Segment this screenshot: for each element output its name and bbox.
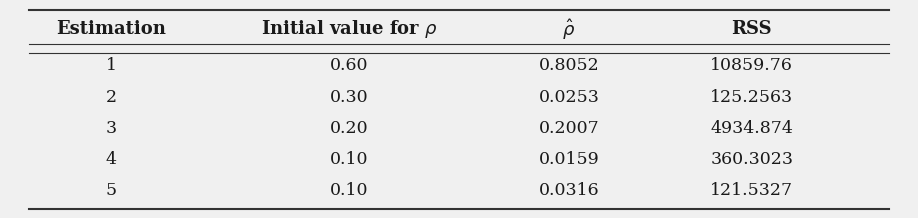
Text: 0.10: 0.10 xyxy=(330,151,368,168)
Text: 0.0159: 0.0159 xyxy=(539,151,599,168)
Text: $\hat{\rho}$: $\hat{\rho}$ xyxy=(562,17,576,42)
Text: 0.2007: 0.2007 xyxy=(539,120,599,137)
Text: 4934.874: 4934.874 xyxy=(711,120,793,137)
Text: 0.60: 0.60 xyxy=(330,58,368,75)
Text: Initial value for $\rho$: Initial value for $\rho$ xyxy=(261,18,438,40)
Text: 360.3023: 360.3023 xyxy=(711,151,793,168)
Text: 0.0253: 0.0253 xyxy=(538,89,599,106)
Text: 3: 3 xyxy=(106,120,117,137)
Text: 0.8052: 0.8052 xyxy=(539,58,599,75)
Text: 0.20: 0.20 xyxy=(330,120,368,137)
Text: 0.0316: 0.0316 xyxy=(539,182,599,199)
Text: 0.30: 0.30 xyxy=(330,89,368,106)
Text: 5: 5 xyxy=(106,182,117,199)
Text: 1: 1 xyxy=(106,58,117,75)
Text: 125.2563: 125.2563 xyxy=(711,89,793,106)
Text: 0.10: 0.10 xyxy=(330,182,368,199)
Text: 121.5327: 121.5327 xyxy=(711,182,793,199)
Text: RSS: RSS xyxy=(732,20,772,38)
Text: 4: 4 xyxy=(106,151,117,168)
Text: 10859.76: 10859.76 xyxy=(711,58,793,75)
Text: Estimation: Estimation xyxy=(56,20,166,38)
Text: 2: 2 xyxy=(106,89,117,106)
